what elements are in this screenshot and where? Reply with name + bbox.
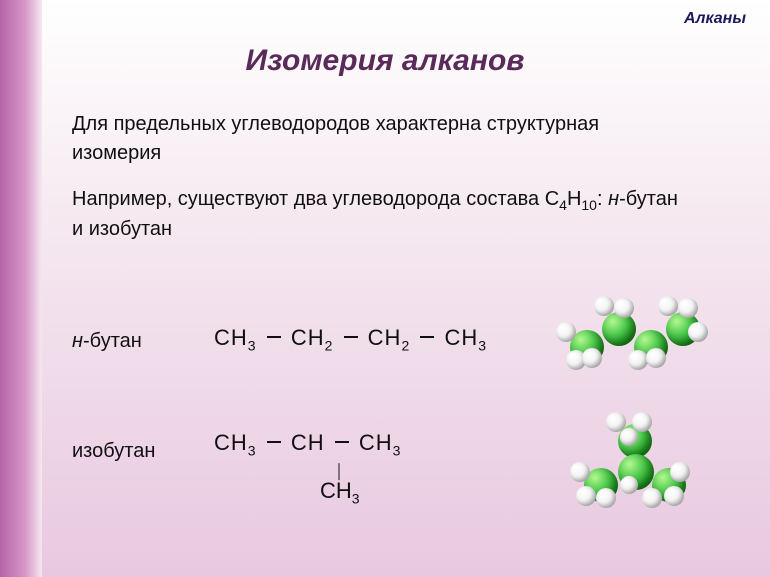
f2-branch: СН: [320, 478, 352, 503]
bond-icon: [344, 336, 358, 338]
hydrogen-atom: [614, 298, 634, 318]
bond-icon: [267, 336, 281, 338]
f1-a: СН: [214, 325, 248, 350]
hydrogen-atom: [570, 462, 590, 482]
slide-title: Изомерия алканов: [0, 44, 770, 78]
hydrogen-atom: [664, 486, 684, 506]
molecule-isobutane: [570, 420, 710, 520]
f1-c-sub: 2: [401, 337, 410, 353]
sidebar-gradient: [0, 0, 42, 577]
f2-c: СН: [359, 430, 393, 455]
hydrogen-atom: [576, 486, 596, 506]
f1-d: СН: [444, 325, 478, 350]
hydrogen-atom: [646, 348, 666, 368]
isomer1-prefix: н: [72, 330, 83, 352]
p2-text-a: Например, существуют два углеводорода со…: [72, 188, 559, 210]
topic-label: Алканы: [684, 10, 746, 28]
isomer2-branch: │ СН3: [320, 465, 360, 506]
hydrogen-atom: [628, 350, 648, 370]
isomer1-label: н-бутан: [72, 330, 142, 353]
branch-bond-icon: │: [320, 465, 360, 478]
p2-text-b: Н: [567, 188, 581, 210]
f1-d-sub: 3: [478, 337, 487, 353]
hydrogen-atom: [596, 488, 616, 508]
hydrogen-atom: [678, 298, 698, 318]
hydrogen-atom: [688, 322, 708, 342]
f2-branch-sub: 3: [352, 490, 360, 506]
p2-italic: н: [608, 188, 619, 210]
f1-b: СН: [291, 325, 325, 350]
bond-icon: [335, 441, 349, 443]
isomer2-formula: СН3 СН СН3: [214, 430, 401, 458]
hydrogen-atom: [642, 488, 662, 508]
isomer1-formula: СН3 СН2 СН2 СН3: [214, 325, 487, 353]
f2-b: СН: [291, 430, 325, 455]
f2-a-sub: 3: [248, 442, 257, 458]
molecule-n-butane: [560, 298, 710, 378]
hydrogen-atom: [670, 462, 690, 482]
paragraph-2: Например, существуют два углеводорода со…: [72, 185, 692, 244]
f1-a-sub: 3: [248, 337, 257, 353]
hydrogen-atom: [632, 412, 652, 432]
hydrogen-atom: [582, 348, 602, 368]
paragraph-1: Для предельных углеводородов характерна …: [72, 110, 692, 168]
hydrogen-atom: [620, 476, 638, 494]
f2-a: СН: [214, 430, 248, 455]
hydrogen-atom: [556, 322, 576, 342]
bond-icon: [420, 336, 434, 338]
f1-c: СН: [368, 325, 402, 350]
hydrogen-atom: [594, 296, 614, 316]
isomer2-label: изобутан: [72, 440, 155, 463]
f2-c-sub: 3: [393, 442, 402, 458]
p2-sub2: 10: [581, 197, 597, 213]
isomer1-suffix: -бутан: [83, 330, 142, 352]
bond-icon: [267, 441, 281, 443]
hydrogen-atom: [620, 428, 638, 446]
p2-sub1: 4: [559, 197, 567, 213]
hydrogen-atom: [658, 296, 678, 316]
f1-b-sub: 2: [325, 337, 334, 353]
p2-text-c: :: [597, 188, 608, 210]
